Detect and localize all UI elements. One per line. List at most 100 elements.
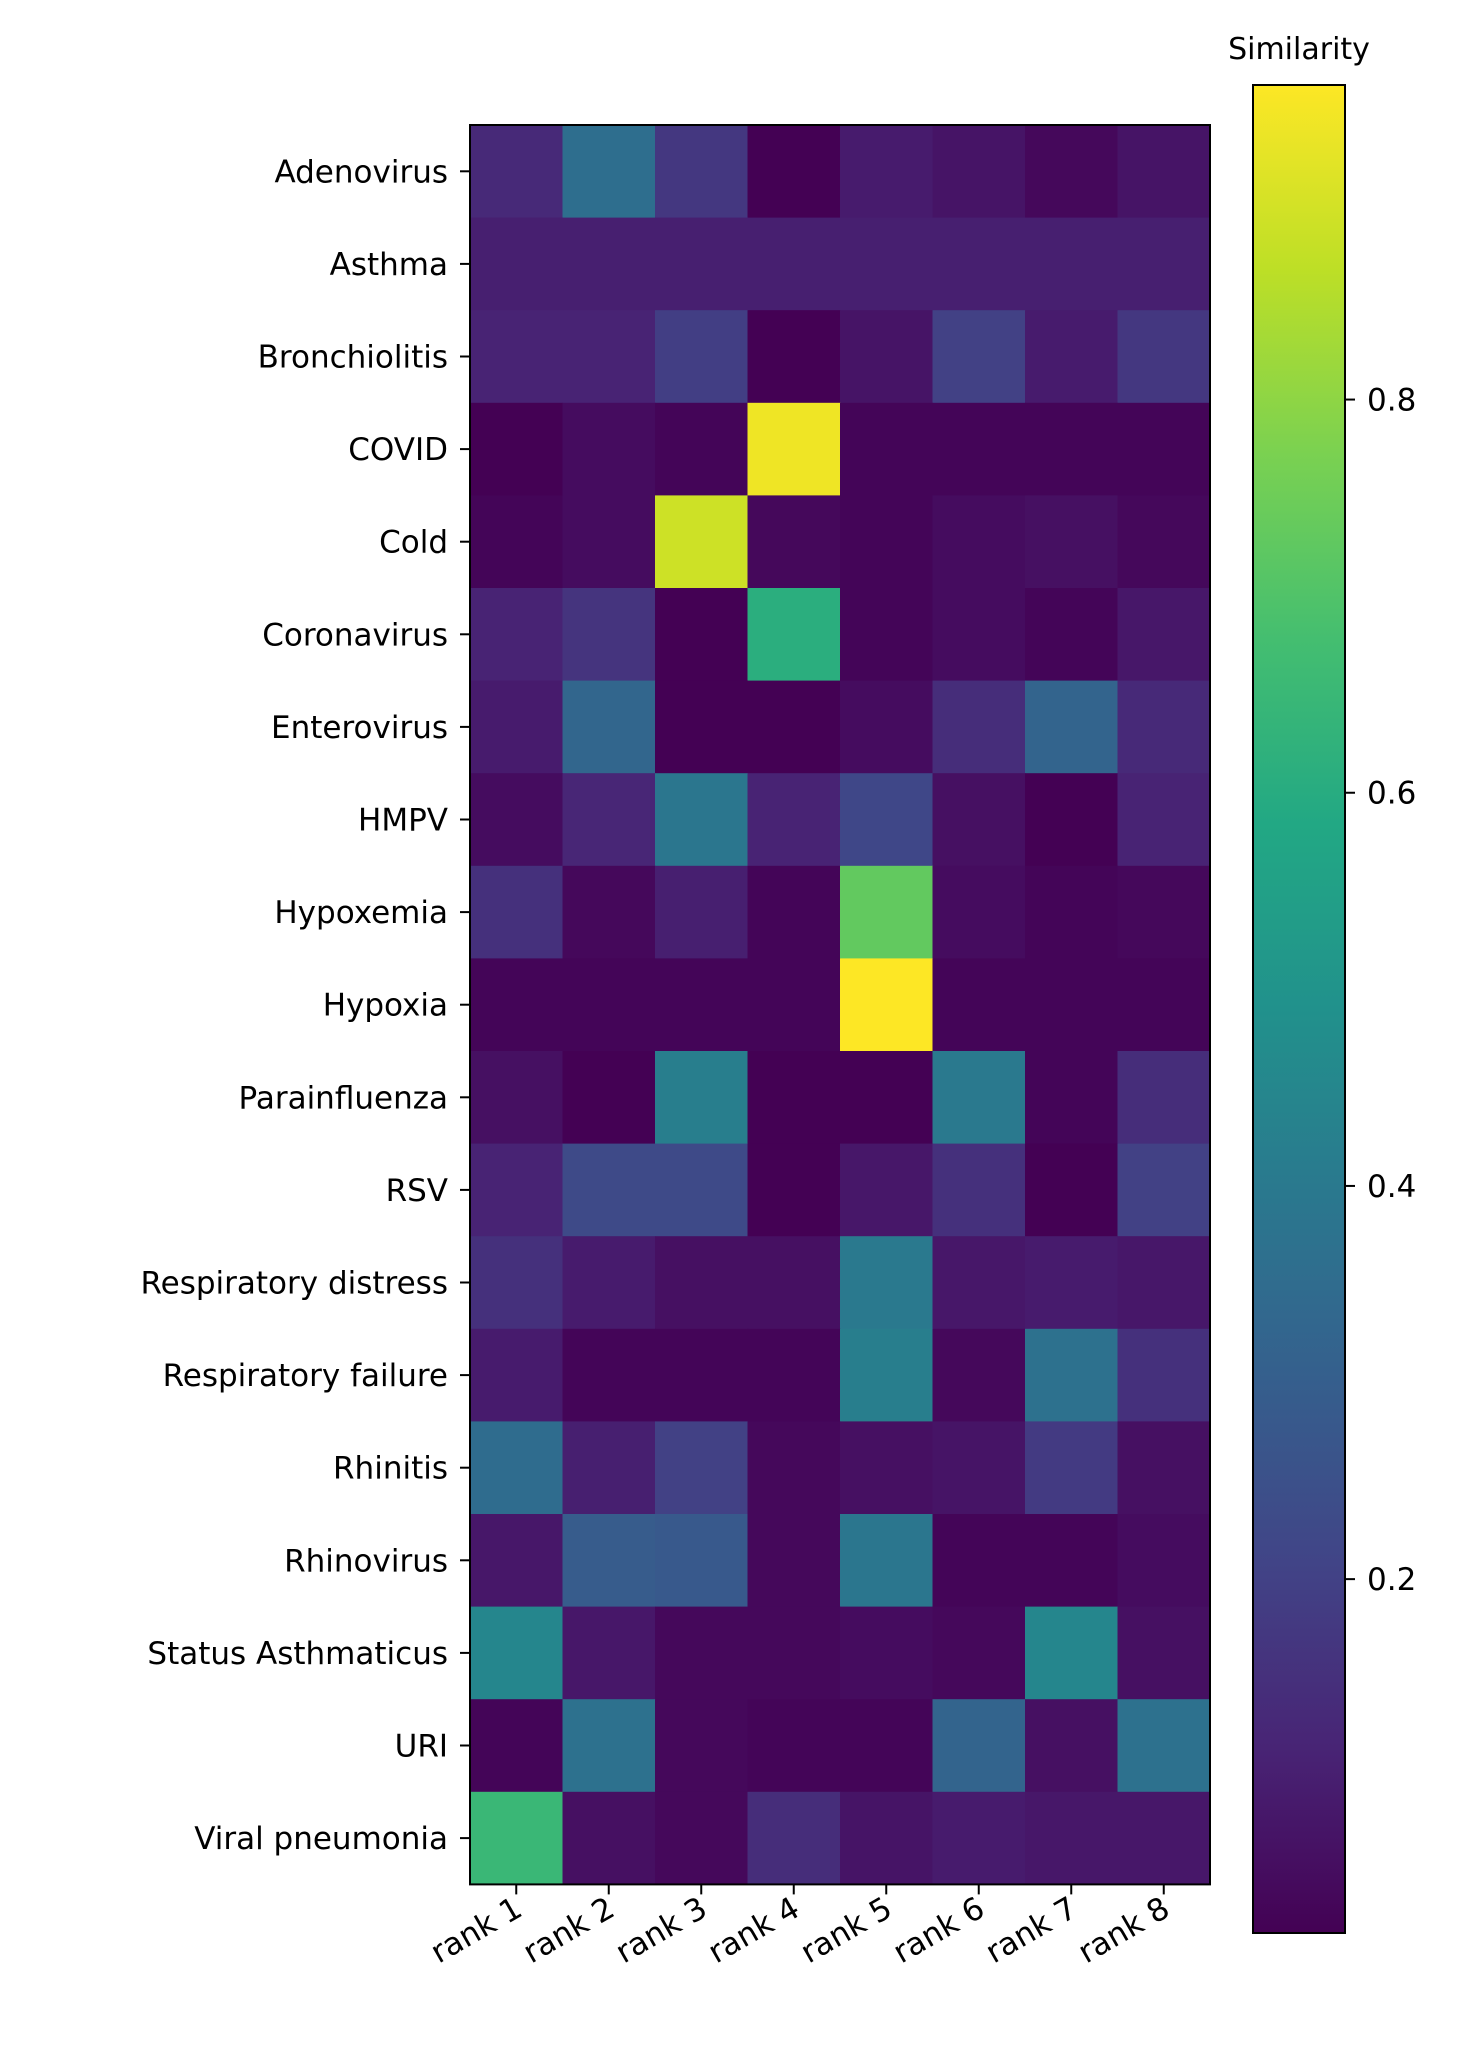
x-tick-label: rank 1 xyxy=(425,1890,529,1971)
heatmap-cell xyxy=(747,402,841,496)
heatmap-cell xyxy=(840,588,934,682)
heatmap-cell xyxy=(840,1328,934,1422)
heatmap-cell xyxy=(1025,402,1119,496)
heatmap-cell xyxy=(747,1236,841,1330)
heatmap-cell xyxy=(655,865,749,959)
heatmap-cells xyxy=(470,125,1211,1885)
heatmap-cell xyxy=(840,217,934,311)
heatmap-cell xyxy=(1117,773,1211,867)
heatmap-cell xyxy=(747,1051,841,1145)
heatmap-cell xyxy=(1025,1236,1119,1330)
y-tick-label: Rhinovirus xyxy=(284,1543,448,1579)
heatmap-cell xyxy=(840,1699,934,1793)
y-tick-label: Asthma xyxy=(330,247,448,283)
heatmap-cell xyxy=(562,958,656,1052)
heatmap-cell xyxy=(840,865,934,959)
y-tick-label: Bronchiolitis xyxy=(258,340,448,376)
heatmap-cell xyxy=(655,310,749,404)
heatmap-cell xyxy=(932,1514,1026,1608)
y-tick-label: RSV xyxy=(386,1173,448,1209)
heatmap-cell xyxy=(470,865,564,959)
heatmap-cell xyxy=(655,1699,749,1793)
heatmap-cell xyxy=(747,217,841,311)
y-tick-label: Respiratory failure xyxy=(163,1358,448,1394)
heatmap-cell xyxy=(562,1791,656,1885)
y-axis: Adenovirus Asthma Bronchiolitis COVID Cold Co… xyxy=(140,154,470,1857)
heatmap-cell xyxy=(1117,865,1211,959)
colorbar-tick-label: 0.8 xyxy=(1367,383,1416,419)
x-tick-label: rank 7 xyxy=(980,1890,1084,1971)
heatmap-cell xyxy=(932,865,1026,959)
y-tick-label: Enterovirus xyxy=(271,710,448,746)
heatmap-cell xyxy=(747,1143,841,1237)
heatmap-cell xyxy=(1117,310,1211,404)
heatmap-cell xyxy=(470,495,564,589)
heatmap-cell xyxy=(840,1421,934,1515)
heatmap-cell xyxy=(562,680,656,774)
heatmap-cell xyxy=(470,588,564,682)
heatmap-cell xyxy=(747,1514,841,1608)
heatmap-cell xyxy=(840,310,934,404)
heatmap-cell xyxy=(932,680,1026,774)
colorbar-tick-label: 0.4 xyxy=(1367,1169,1416,1205)
heatmap-cell xyxy=(562,1514,656,1608)
heatmap-cell xyxy=(1117,125,1211,219)
heatmap-cell xyxy=(562,1699,656,1793)
heatmap-cell xyxy=(470,125,564,219)
heatmap-cell xyxy=(932,958,1026,1052)
heatmap-cell xyxy=(1117,1791,1211,1885)
heatmap-cell xyxy=(562,1143,656,1237)
heatmap-cell xyxy=(470,1791,564,1885)
heatmap-cell xyxy=(470,1606,564,1700)
y-tick-label: HMPV xyxy=(358,803,448,839)
heatmap-cell xyxy=(655,1606,749,1700)
heatmap-cell xyxy=(562,217,656,311)
heatmap-cell xyxy=(562,773,656,867)
heatmap-cell xyxy=(932,1051,1026,1145)
heatmap-cell xyxy=(1025,680,1119,774)
y-tick-label: Adenovirus xyxy=(274,154,448,190)
heatmap-cell xyxy=(1117,1328,1211,1422)
heatmap-cell xyxy=(932,217,1026,311)
heatmap-cell xyxy=(932,310,1026,404)
heatmap-cell xyxy=(840,1514,934,1608)
colorbar-label: Similarity xyxy=(1228,32,1370,67)
heatmap-cell xyxy=(470,1236,564,1330)
heatmap-cell xyxy=(562,310,656,404)
heatmap-cell xyxy=(747,1791,841,1885)
y-tick-label: Coronavirus xyxy=(262,617,448,653)
y-tick-label: Status Asthmaticus xyxy=(147,1636,448,1672)
heatmap-cell xyxy=(655,1791,749,1885)
y-tick-label: Viral pneumonia xyxy=(194,1821,448,1857)
y-tick-label: URI xyxy=(395,1729,448,1765)
x-tick-label: rank 8 xyxy=(1072,1890,1176,1971)
heatmap-cell xyxy=(562,495,656,589)
heatmap-cell xyxy=(1117,588,1211,682)
heatmap-cell xyxy=(1117,680,1211,774)
heatmap-cell xyxy=(1025,588,1119,682)
heatmap-cell xyxy=(1025,1514,1119,1608)
heatmap-cell xyxy=(655,495,749,589)
heatmap-cell xyxy=(655,680,749,774)
heatmap-cell xyxy=(747,773,841,867)
heatmap-cell xyxy=(932,1236,1026,1330)
heatmap-cell xyxy=(747,125,841,219)
heatmap-cell xyxy=(932,1699,1026,1793)
heatmap-cell xyxy=(747,1699,841,1793)
heatmap-cell xyxy=(1117,495,1211,589)
heatmap-cell xyxy=(1025,958,1119,1052)
x-tick-label: rank 2 xyxy=(517,1890,621,1971)
heatmap-cell xyxy=(840,1143,934,1237)
heatmap-cell xyxy=(1025,1143,1119,1237)
heatmap-cell xyxy=(747,495,841,589)
heatmap-cell xyxy=(1117,958,1211,1052)
heatmap-cell xyxy=(1025,1328,1119,1422)
heatmap-cell xyxy=(655,1236,749,1330)
heatmap-cell xyxy=(1117,1606,1211,1700)
heatmap-cell xyxy=(470,1514,564,1608)
y-tick-label: Hypoxia xyxy=(323,988,448,1024)
heatmap-cell xyxy=(1025,1421,1119,1515)
y-tick-label: Parainfluenza xyxy=(239,1080,448,1116)
heatmap-cell xyxy=(470,217,564,311)
heatmap-cell xyxy=(562,865,656,959)
